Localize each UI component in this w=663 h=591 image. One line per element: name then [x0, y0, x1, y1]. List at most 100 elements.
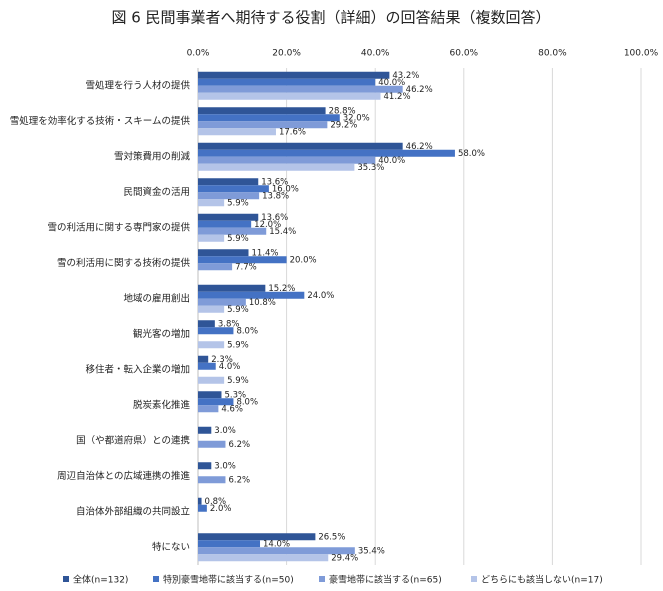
- bar: [198, 71, 390, 79]
- legend-label: どちらにも該当しない(n=17): [481, 574, 603, 586]
- bar: [198, 291, 305, 299]
- bar: [198, 497, 202, 505]
- x-tick-label: 0.0%: [187, 49, 210, 59]
- value-label: 17.6%: [279, 127, 306, 137]
- bar: [198, 149, 455, 157]
- value-label: 15.2%: [268, 284, 295, 294]
- bar: [198, 263, 233, 271]
- value-label: 15.4%: [269, 227, 296, 237]
- value-label: 6.2%: [228, 475, 250, 485]
- value-label: 46.2%: [406, 85, 433, 95]
- bar: [198, 547, 355, 555]
- category-label: 脱炭素化推進: [133, 399, 191, 411]
- bar: [198, 220, 252, 228]
- value-label: 35.3%: [357, 163, 384, 173]
- category-label: 雪処理を効率化する技術・スキームの提供: [10, 115, 191, 127]
- value-label: 5.3%: [224, 390, 246, 400]
- bar: [198, 462, 212, 470]
- value-label: 0.8%: [205, 497, 227, 507]
- legend-label: 特別豪雪地帯に該当する(n=50): [163, 574, 294, 586]
- bar: [198, 405, 219, 413]
- category-label: 国（や都道府県）との連携: [76, 434, 190, 446]
- bar: [198, 398, 234, 406]
- value-label: 8.0%: [236, 397, 258, 407]
- x-tick-label: 100.0%: [624, 49, 659, 59]
- bar: [198, 391, 222, 399]
- bar: [198, 192, 260, 200]
- category-label: 特にない: [152, 541, 190, 553]
- value-label: 5.9%: [227, 234, 249, 244]
- legend-swatch: [319, 576, 325, 582]
- bar: [198, 327, 234, 335]
- value-label: 3.0%: [214, 426, 236, 436]
- value-label: 26.5%: [318, 532, 345, 542]
- value-label: 11.4%: [252, 248, 279, 258]
- bar: [198, 504, 207, 512]
- value-label: 5.9%: [227, 340, 249, 350]
- bar: [198, 256, 287, 264]
- bar: [198, 156, 376, 164]
- legend-swatch: [63, 576, 69, 582]
- bar: [198, 355, 209, 363]
- bar: [198, 234, 225, 242]
- bar: [198, 85, 403, 93]
- legend-swatch: [471, 576, 477, 582]
- value-label: 4.6%: [221, 404, 243, 414]
- category-label: 雪対策費用の削減: [114, 150, 191, 162]
- value-label: 13.8%: [262, 191, 289, 201]
- value-label: 32.0%: [343, 113, 370, 123]
- value-label: 7.7%: [235, 262, 257, 272]
- bar: [198, 114, 340, 122]
- category-label: 自治体外部組織の共同設立: [76, 505, 190, 517]
- category-label: 周辺自治体との広域連携の推進: [57, 470, 190, 482]
- value-label: 29.2%: [330, 120, 357, 130]
- value-label: 14.0%: [263, 539, 290, 549]
- value-label: 35.4%: [358, 546, 385, 556]
- value-label: 2.0%: [210, 504, 232, 514]
- category-label: 雪の利活用に関する専門家の提供: [47, 221, 190, 233]
- value-label: 41.2%: [384, 92, 411, 102]
- value-label: 3.0%: [214, 461, 236, 471]
- bar: [198, 554, 329, 562]
- value-label: 2.3%: [211, 355, 233, 365]
- category-label: 地域の雇用創出: [123, 292, 190, 304]
- bar: [198, 341, 225, 349]
- bar: [198, 540, 261, 548]
- value-label: 10.8%: [249, 298, 276, 308]
- value-label: 13.6%: [261, 213, 288, 223]
- bar: [198, 92, 381, 100]
- value-label: 12.0%: [254, 220, 281, 230]
- value-label: 4.0%: [219, 362, 241, 372]
- bar: [198, 128, 276, 136]
- value-label: 5.9%: [227, 305, 249, 315]
- bar: [198, 284, 266, 292]
- bar: [198, 440, 226, 448]
- bar: [198, 178, 259, 186]
- category-label: 移住者・転入企業の増加: [85, 363, 190, 375]
- bar: [198, 213, 259, 221]
- value-label: 40.0%: [378, 78, 405, 88]
- value-label: 16.0%: [272, 184, 299, 194]
- bar: [198, 163, 355, 171]
- x-tick-label: 40.0%: [361, 49, 390, 59]
- bar: [198, 142, 403, 150]
- value-label: 13.6%: [261, 177, 288, 187]
- bar: [198, 298, 246, 306]
- bar: [198, 376, 225, 384]
- bar: [198, 476, 226, 484]
- value-label: 43.2%: [392, 71, 419, 81]
- value-label: 20.0%: [290, 255, 317, 265]
- value-label: 8.0%: [236, 326, 258, 336]
- legend-label: 全体(n=132): [73, 574, 128, 586]
- category-label: 観光客の増加: [133, 328, 190, 340]
- value-label: 6.2%: [228, 440, 250, 450]
- value-label: 28.8%: [329, 106, 356, 116]
- value-label: 3.8%: [218, 319, 240, 329]
- x-tick-label: 20.0%: [272, 49, 301, 59]
- value-label: 5.9%: [227, 198, 249, 208]
- category-label: 民間資金の活用: [123, 186, 190, 198]
- bar: [198, 107, 326, 115]
- bar: [198, 320, 215, 328]
- bar: [198, 249, 249, 257]
